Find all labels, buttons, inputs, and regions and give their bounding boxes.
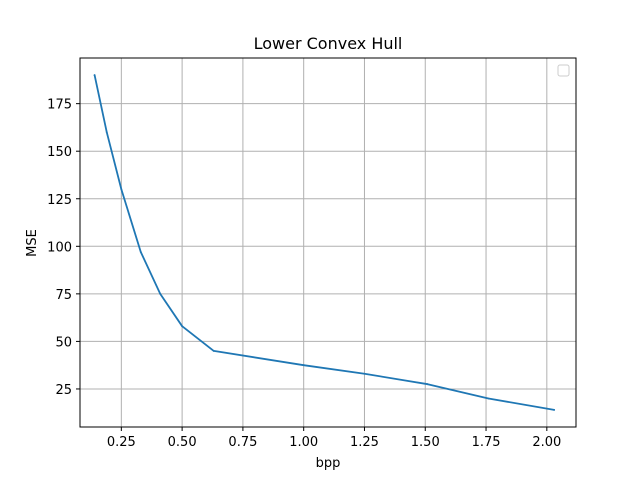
x-tick-label: 0.25 <box>107 435 136 450</box>
data-point <box>426 383 429 386</box>
y-tick-label: 125 <box>47 193 72 208</box>
y-tick-label: 100 <box>47 240 72 255</box>
x-tick-label: 1.00 <box>289 435 318 450</box>
y-tick-label: 50 <box>55 335 72 350</box>
x-tick-label: 2.00 <box>532 435 561 450</box>
y-axis-label: MSE <box>25 229 40 257</box>
series-layer <box>93 74 556 411</box>
y-tick-label: 25 <box>55 383 72 398</box>
x-tick-label: 1.75 <box>472 435 501 450</box>
data-point <box>93 74 96 77</box>
data-point <box>212 350 215 352</box>
y-tick-label: 150 <box>47 145 72 160</box>
x-tick-label: 0.75 <box>228 435 257 450</box>
grid <box>80 58 576 427</box>
x-tick-label: 1.50 <box>411 435 440 450</box>
data-point <box>553 408 556 411</box>
plot-frame <box>79 57 577 428</box>
data-point <box>120 188 123 191</box>
data-point <box>302 364 305 367</box>
data-point <box>105 131 108 134</box>
x-axis-label: bpp <box>316 456 341 471</box>
series-line <box>93 74 556 411</box>
y-tick-label: 75 <box>55 288 72 303</box>
data-point <box>487 397 490 400</box>
x-tick-label: 0.50 <box>168 435 197 450</box>
data-point <box>159 292 162 295</box>
data-point <box>363 372 366 375</box>
axis-ticks: 0.25 0.50 0.75 1.00 1.25 1.50 1.75 2.00 25 50 75 10… <box>47 98 561 450</box>
chart-title: Lower Convex Hull <box>254 34 403 53</box>
legend-box <box>557 64 570 77</box>
data-point <box>181 325 184 328</box>
x-tick-label: 1.25 <box>350 435 379 450</box>
data-point <box>139 251 142 253</box>
y-tick-label: 175 <box>47 98 72 113</box>
